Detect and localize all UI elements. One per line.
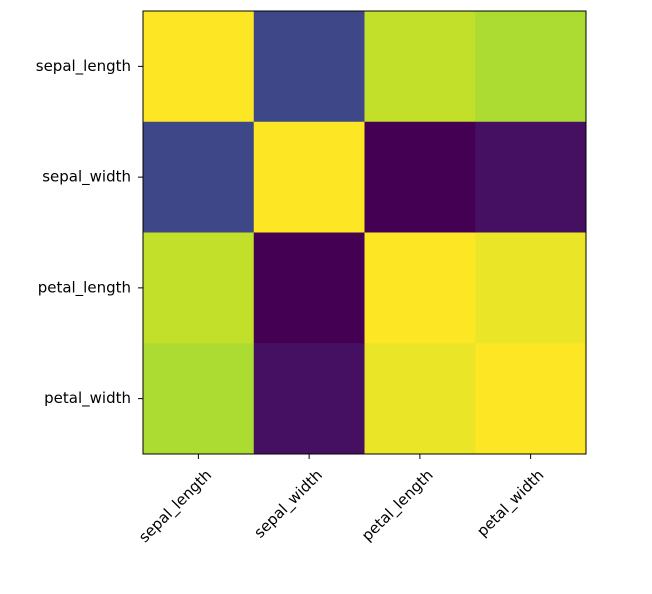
- heatmap-cell-petal_width-sepal_width: [253, 343, 365, 455]
- y-axis-ticks: sepal_length sepal_width petal_lengthpetal…: [36, 57, 143, 408]
- heatmap-cell-sepal_length-petal_length: [364, 11, 476, 123]
- heatmap-cell-petal_length-petal_width: [475, 232, 587, 344]
- heatmap-cells: [143, 11, 587, 455]
- heatmap-cell-petal_length-petal_length: [364, 232, 476, 344]
- heatmap-cell-sepal_width-petal_length: [364, 121, 476, 233]
- heatmap-cell-petal_width-sepal_length: [143, 343, 255, 455]
- y-tick-label: sepal_length: [36, 57, 131, 76]
- x-tick-label: petal_length: [358, 466, 437, 545]
- x-tick-label: petal_width: [473, 466, 548, 541]
- y-tick-label: sepal_width: [42, 168, 131, 187]
- x-tick-label: sepal_width: [250, 466, 326, 542]
- heatmap-cell-sepal_length-petal_width: [475, 11, 587, 123]
- heatmap-cell-sepal_length-sepal_length: [143, 11, 255, 123]
- heatmap-cell-petal_width-petal_width: [475, 343, 587, 455]
- x-axis-ticks: sepal_length sepal_width petal_length petal…: [135, 454, 548, 547]
- heatmap-cell-sepal_length-sepal_width: [253, 11, 365, 123]
- heatmap-cell-sepal_width-petal_width: [475, 121, 587, 233]
- x-tick-label: sepal_length: [135, 466, 216, 547]
- heatmap-cell-petal_length-sepal_length: [143, 232, 255, 344]
- y-tick-label: petal_width: [44, 389, 131, 408]
- heatmap-cell-sepal_width-sepal_length: [143, 121, 255, 233]
- heatmap-cell-petal_width-petal_length: [364, 343, 476, 455]
- y-tick-label: petal_length: [38, 278, 131, 297]
- heatmap-cell-petal_length-sepal_width: [253, 232, 365, 344]
- heatmap-cell-sepal_width-sepal_width: [253, 121, 365, 233]
- plot-frame: [142, 10, 587, 455]
